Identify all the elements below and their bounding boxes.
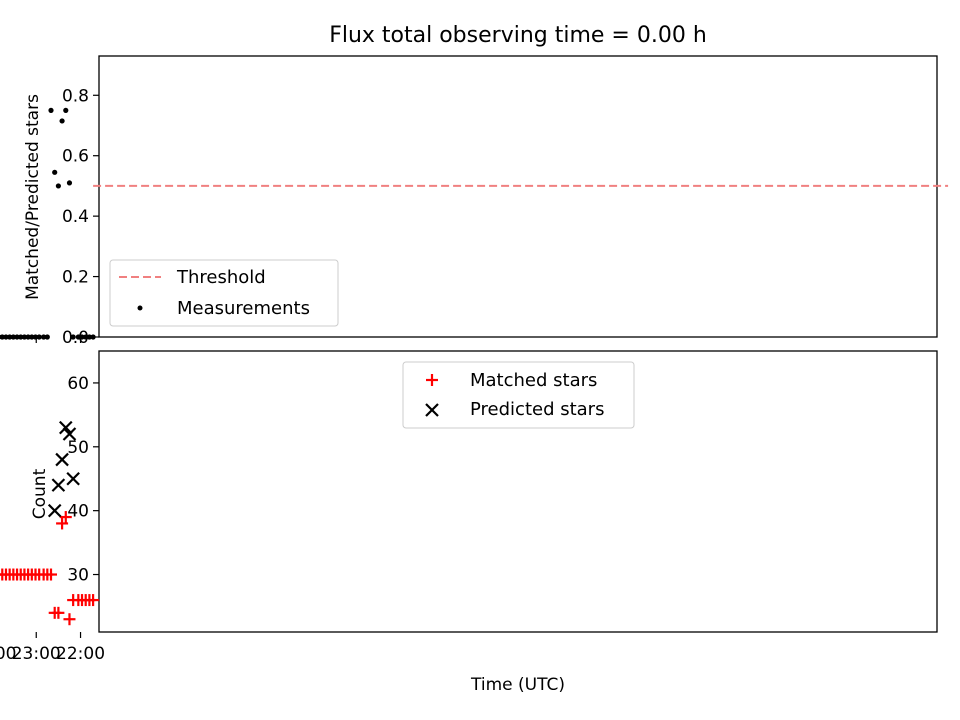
bottom-legend-box bbox=[402, 361, 635, 429]
matched-star-point bbox=[0, 573, 1, 576]
measurement-point bbox=[44, 334, 50, 340]
predicted-legend-label: Predicted stars bbox=[470, 399, 604, 420]
bottom-x-tick-label: 00:00 bbox=[0, 644, 16, 664]
matched-legend-label: Matched stars bbox=[470, 370, 597, 391]
measurement-point bbox=[86, 334, 93, 340]
matched-star-point bbox=[67, 594, 80, 607]
measurement-point bbox=[14, 334, 20, 340]
bottom-y-tick-label: 30 bbox=[67, 566, 89, 586]
measurement-point bbox=[48, 107, 54, 113]
measurement-point bbox=[90, 334, 96, 340]
measurement-point bbox=[70, 334, 76, 340]
bottom-y-axis: 30 40 50 60 bbox=[67, 374, 99, 586]
matched-star-point bbox=[59, 511, 72, 524]
bottom-x-tick-label: 23:00 bbox=[12, 644, 61, 664]
predicted-star-point bbox=[62, 427, 77, 441]
bottom-plot-frame bbox=[98, 350, 938, 633]
measurement-point bbox=[7, 334, 13, 340]
measurement-point bbox=[36, 334, 42, 340]
measurement-point bbox=[41, 334, 47, 340]
matched-star-point bbox=[48, 606, 61, 619]
measurement-point bbox=[29, 334, 35, 340]
bottom-y-tick-label: 50 bbox=[67, 438, 89, 458]
top-y-tick-label: 0.6 bbox=[62, 147, 89, 167]
measurement-point bbox=[0, 334, 5, 340]
top-x-axis bbox=[35, 337, 82, 343]
matched-stars-layer bbox=[0, 511, 100, 626]
top-y-tick-label: 0.2 bbox=[62, 268, 89, 288]
predicted-star-point bbox=[51, 478, 66, 492]
x-axis-label: Time (UTC) bbox=[470, 675, 565, 695]
measurement-point bbox=[25, 334, 31, 340]
measurement-point bbox=[63, 107, 69, 113]
measurements-layer bbox=[0, 107, 96, 340]
measurement-point bbox=[52, 169, 58, 175]
top-y-axis: 0.00.20.40.60.8 bbox=[62, 86, 99, 348]
measurement-point bbox=[59, 118, 65, 124]
top-y-tick-label: 0.4 bbox=[62, 207, 89, 227]
matched-star-point bbox=[63, 613, 76, 626]
measurement-point bbox=[18, 334, 24, 340]
top-panel: 0.00.20.40.60.8 Matched/Predicted stars … bbox=[0, 55, 949, 348]
bottom-x-tick-label: 22:00 bbox=[56, 644, 105, 664]
top-plot-frame bbox=[98, 55, 938, 338]
matched-star-point bbox=[0, 573, 5, 576]
top-legend: Threshold Measurements bbox=[109, 259, 339, 327]
matched-legend-handle bbox=[426, 374, 438, 386]
threshold-legend-label: Threshold bbox=[176, 267, 266, 288]
top-y-axis-label: Matched/Predicted stars bbox=[23, 94, 43, 300]
bottom-legend: Matched stars Predicted stars bbox=[402, 361, 635, 429]
bottom-y-axis-label: Count bbox=[30, 468, 50, 519]
measurement-point bbox=[10, 334, 16, 340]
measurement-point bbox=[55, 183, 61, 189]
measurement-point bbox=[21, 334, 28, 340]
top-y-tick-label: 0.8 bbox=[62, 86, 89, 106]
measurements-legend-handle bbox=[137, 305, 143, 311]
matched-star-point bbox=[56, 517, 69, 530]
predicted-star-point bbox=[66, 471, 80, 486]
measurements-legend-label: Measurements bbox=[177, 298, 310, 319]
bottom-y-tick-label: 60 bbox=[67, 374, 89, 394]
predicted-star-point bbox=[55, 452, 69, 467]
predicted-star-point bbox=[58, 420, 73, 435]
predicted-star-point bbox=[47, 503, 62, 518]
top-legend-box bbox=[109, 259, 339, 327]
chart-title: Flux total observing time = 0.00 h bbox=[329, 23, 707, 48]
measurement-point bbox=[0, 334, 2, 340]
predicted-legend-handle bbox=[425, 403, 439, 417]
measurement-point bbox=[83, 334, 89, 340]
measurement-point bbox=[3, 334, 9, 340]
measurement-point bbox=[66, 180, 73, 186]
bottom-y-tick-label: 40 bbox=[67, 502, 89, 522]
measurement-point bbox=[75, 334, 81, 340]
predicted-stars-layer bbox=[47, 420, 80, 518]
